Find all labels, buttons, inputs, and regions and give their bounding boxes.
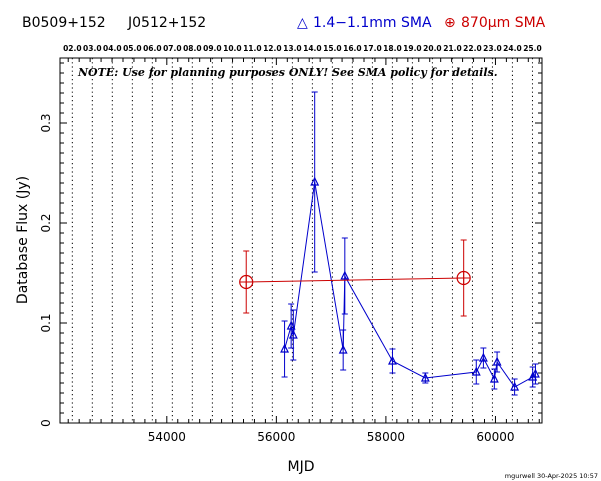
top-tick-label: 19.0 [403, 44, 422, 53]
top-tick-label: 23.0 [483, 44, 502, 53]
data-point-triangle [338, 344, 348, 354]
data-point-triangle [510, 381, 520, 391]
top-tick-label: 08.0 [183, 44, 202, 53]
y-tick-label: 0.2 [39, 213, 53, 232]
top-tick-label: 11.0 [243, 44, 262, 53]
series-1 [239, 239, 471, 317]
y-tick-label: 0.3 [39, 113, 53, 132]
top-tick-label: 25.0 [523, 44, 542, 53]
tick-labels: 54000 56000 58000 60000 0 0.1 0.2 0.3 [39, 113, 515, 444]
series-line [246, 277, 464, 283]
data-point-triangle [489, 373, 499, 383]
legend-blue-label: 1.4−1.1mm SMA [313, 15, 432, 31]
top-axis-year-labels: 02.0 03.0 04.0 05.0 06.0 07.0 08.0 09.0 10.0 11.0… [63, 44, 542, 53]
legend-red-circle-icon: ⊕ [444, 15, 456, 31]
top-tick-label: 06.0 [143, 44, 162, 53]
data-point-triangle [420, 372, 430, 382]
top-tick-label: 14.0 [303, 44, 322, 53]
y-tick-label: 0 [39, 419, 53, 427]
source-name-b1950: B0509+152 [22, 15, 106, 31]
top-tick-label: 10.0 [223, 44, 242, 53]
top-tick-label: 21.0 [443, 44, 462, 53]
top-tick-label: 20.0 [423, 44, 442, 53]
top-tick-label: 15.0 [323, 44, 342, 53]
data-point-triangle [478, 352, 488, 362]
data-point-triangle [530, 368, 540, 378]
data-point-triangle [310, 176, 320, 186]
data-point-triangle [288, 329, 298, 339]
top-tick-label: 13.0 [283, 44, 302, 53]
top-tick-label: 07.0 [163, 44, 182, 53]
x-tick-label: 58000 [367, 430, 405, 444]
top-tick-label: 05.0 [123, 44, 142, 53]
source-name-j2000: J0512+152 [127, 15, 206, 31]
top-tick-label: 02.0 [63, 44, 82, 53]
legend-red-label: 870μm SMA [461, 15, 546, 31]
plot-frame [59, 57, 543, 424]
data-point-triangle [471, 366, 481, 376]
y-axis-title: Database Flux (Jy) [15, 176, 31, 304]
x-tick-label: 56000 [257, 430, 295, 444]
top-tick-label: 09.0 [203, 44, 222, 53]
credit-line: mgurwell 30-Apr-2025 10:57 [505, 472, 598, 480]
top-tick-label: 22.0 [463, 44, 482, 53]
series-layer [239, 91, 540, 396]
top-tick-label: 03.0 [83, 44, 102, 53]
top-tick-label: 18.0 [383, 44, 402, 53]
series-0 [280, 91, 540, 396]
planning-note: NOTE: Use for planning purposes ONLY! Se… [77, 66, 498, 79]
top-tick-label: 04.0 [103, 44, 122, 53]
y-tick-label: 0.1 [39, 313, 53, 332]
series-line [284, 181, 536, 388]
x-tick-label: 54000 [148, 430, 186, 444]
axis-ticks [60, 58, 542, 424]
data-point-triangle [340, 270, 350, 280]
x-tick-label: 60000 [476, 430, 514, 444]
top-tick-label: 12.0 [263, 44, 282, 53]
top-tick-label: 24.0 [503, 44, 522, 53]
data-point-triangle [387, 355, 397, 365]
top-tick-label: 17.0 [363, 44, 382, 53]
data-point-triangle [280, 343, 290, 353]
top-tick-label: 16.0 [343, 44, 362, 53]
x-axis-title: MJD [288, 459, 315, 475]
legend-blue-triangle-icon: △ [297, 15, 308, 31]
data-point-triangle [492, 356, 502, 366]
